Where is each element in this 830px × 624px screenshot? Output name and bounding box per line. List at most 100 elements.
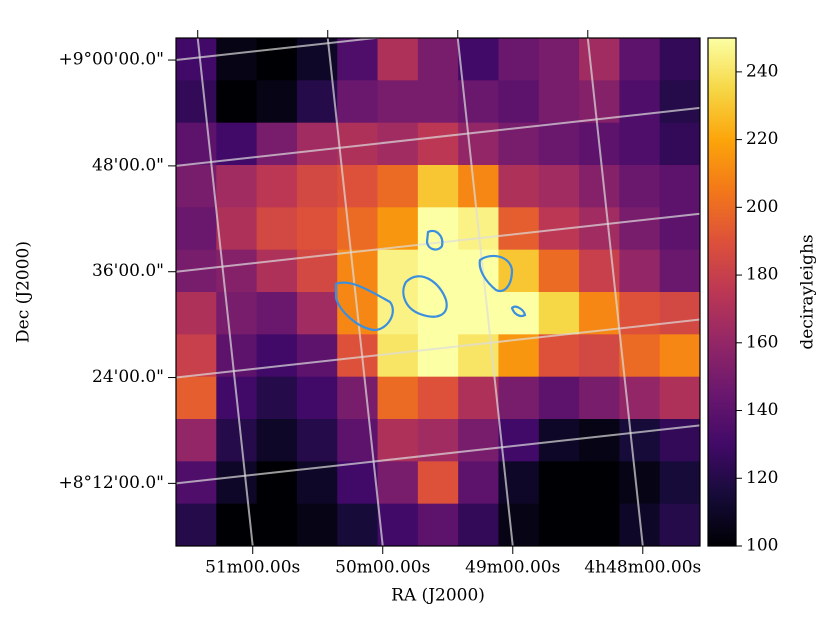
grid-line: [176, 424, 700, 485]
contour: [334, 281, 394, 332]
heatmap-cell: [417, 165, 459, 208]
heatmap-cell: [498, 419, 540, 462]
heatmap-cell: [619, 419, 661, 462]
heatmap-cell: [377, 461, 419, 505]
colorbar-tick-label: 100: [746, 536, 778, 556]
heatmap-cell: [458, 503, 499, 546]
heatmap-cell: [417, 122, 459, 166]
colorbar: [707, 37, 737, 547]
heatmap-cell: [176, 165, 217, 208]
heatmap-cell: [619, 38, 661, 81]
y-tick-label: +8°12'00.0": [58, 473, 164, 493]
heatmap-cell: [659, 334, 700, 378]
heatmap-cell: [296, 207, 338, 251]
heatmap-cell: [579, 419, 620, 462]
heatmap-cell: [458, 38, 499, 81]
heatmap-cell: [538, 249, 580, 293]
heatmap-cell: [256, 80, 298, 124]
heatmap-cell: [417, 503, 459, 546]
heatmap-cell: [538, 38, 580, 81]
x-axis-label: RA (J2000): [391, 586, 485, 606]
plot-frame: [175, 37, 701, 547]
heatmap-cell: [377, 122, 419, 166]
heatmap-cell: [579, 80, 620, 124]
heatmap-cell: [579, 461, 620, 505]
heatmap-cell: [216, 80, 258, 124]
heatmap-cell: [337, 503, 379, 546]
heatmap-cell: [619, 207, 661, 251]
heatmap: [176, 38, 700, 546]
heatmap-cell: [458, 122, 499, 166]
heatmap-cell: [538, 334, 580, 378]
heatmap-cell: [176, 419, 217, 462]
x-tick-label: 4h48m00.00s: [584, 558, 701, 578]
heatmap-cell: [417, 80, 459, 124]
colorbar-tick-label: 160: [746, 332, 778, 352]
heatmap-cell: [176, 292, 217, 335]
heatmap-cell: [176, 207, 217, 251]
x-tick-label: 51m00.00s: [205, 558, 300, 578]
colorbar-tick-label: 180: [746, 265, 778, 285]
heatmap-cell: [216, 165, 258, 208]
heatmap-cell: [579, 376, 620, 420]
heatmap-cell: [377, 503, 419, 546]
contour: [510, 305, 527, 318]
heatmap-cell: [256, 38, 298, 81]
heatmap-cell: [538, 503, 580, 546]
heatmap-cell: [619, 165, 661, 208]
heatmap-cell: [256, 503, 298, 546]
heatmap-cell: [176, 376, 217, 420]
heatmap-cell: [619, 461, 661, 505]
heatmap-cell: [377, 249, 419, 293]
heatmap-cell: [498, 292, 540, 335]
heatmap-cell: [216, 38, 258, 81]
heatmap-cell: [216, 292, 258, 335]
y-tick-label: 24'00.0": [92, 367, 164, 387]
heatmap-cell: [377, 207, 419, 251]
heatmap-cell: [296, 122, 338, 166]
heatmap-cell: [256, 165, 298, 208]
heatmap-cell: [498, 503, 540, 546]
heatmap-cell: [498, 38, 540, 81]
heatmap-cell: [377, 165, 419, 208]
heatmap-cell: [417, 461, 459, 505]
grid-line: [176, 318, 700, 379]
heatmap-cell: [659, 292, 700, 335]
heatmap-cell: [498, 207, 540, 251]
heatmap-cell: [659, 122, 700, 166]
heatmap-cell: [296, 419, 338, 462]
heatmap-cell: [377, 38, 419, 81]
heatmap-cell: [498, 80, 540, 124]
colorbar-tick-label: 120: [746, 468, 778, 488]
heatmap-cell: [659, 503, 700, 546]
heatmap-cell: [579, 334, 620, 378]
heatmap-cell: [296, 80, 338, 124]
y-tick-label: 36'00.0": [92, 261, 164, 281]
heatmap-cell: [619, 334, 661, 378]
heatmap-cell: [337, 461, 379, 505]
heatmap-cell: [216, 461, 258, 505]
heatmap-cell: [659, 249, 700, 293]
heatmap-cell: [458, 419, 499, 462]
colorbar-tick-label: 240: [746, 61, 778, 81]
heatmap-cell: [256, 249, 298, 293]
heatmap-cell: [256, 376, 298, 420]
heatmap-cell: [458, 292, 499, 335]
heatmap-cell: [579, 207, 620, 251]
heatmap-cell: [176, 503, 217, 546]
heatmap-cell: [256, 334, 298, 378]
heatmap-cell: [538, 461, 580, 505]
y-tick-label: +9°00'00.0": [58, 50, 164, 70]
heatmap-cell: [256, 122, 298, 166]
heatmap-cell: [458, 165, 499, 208]
heatmap-cell: [296, 503, 338, 546]
heatmap-cell: [619, 249, 661, 293]
heatmap-cell: [659, 461, 700, 505]
heatmap-cell: [256, 419, 298, 462]
heatmap-cell: [256, 207, 298, 251]
grid-line: [196, 38, 254, 546]
coordinate-grid: [176, 38, 700, 546]
heatmap-cell: [337, 207, 379, 251]
heatmap-cell: [579, 503, 620, 546]
